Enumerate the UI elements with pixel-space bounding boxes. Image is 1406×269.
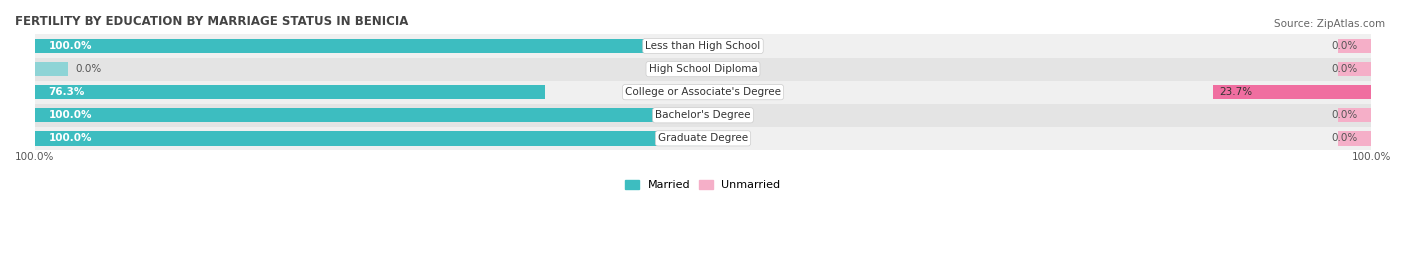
Bar [1212,85,1371,99]
Text: 23.7%: 23.7% [1219,87,1253,97]
Legend: Married, Unmarried: Married, Unmarried [621,176,785,195]
Text: 100.0%: 100.0% [48,110,91,120]
Bar [1337,131,1371,146]
Bar [35,85,544,99]
Text: Source: ZipAtlas.com: Source: ZipAtlas.com [1274,19,1385,29]
Text: Less than High School: Less than High School [645,41,761,51]
Bar [35,39,703,53]
Text: 100.0%: 100.0% [48,41,91,51]
Bar [1337,62,1371,76]
Bar [35,127,1371,150]
Bar [35,108,703,122]
Text: 100.0%: 100.0% [1351,152,1391,162]
Text: 0.0%: 0.0% [1331,64,1357,74]
Text: 0.0%: 0.0% [1331,41,1357,51]
Bar [1337,39,1371,53]
Bar [1337,108,1371,122]
Text: FERTILITY BY EDUCATION BY MARRIAGE STATUS IN BENICIA: FERTILITY BY EDUCATION BY MARRIAGE STATU… [15,15,408,28]
Text: College or Associate's Degree: College or Associate's Degree [626,87,780,97]
Bar [35,62,69,76]
Text: 76.3%: 76.3% [48,87,84,97]
Text: 0.0%: 0.0% [75,64,101,74]
Text: 100.0%: 100.0% [15,152,55,162]
Bar [35,81,1371,104]
Text: 0.0%: 0.0% [1331,133,1357,143]
Bar [35,34,1371,58]
Text: Bachelor's Degree: Bachelor's Degree [655,110,751,120]
Text: 0.0%: 0.0% [1331,110,1357,120]
Bar [35,104,1371,127]
Text: Graduate Degree: Graduate Degree [658,133,748,143]
Text: High School Diploma: High School Diploma [648,64,758,74]
Bar [35,131,703,146]
Text: 100.0%: 100.0% [48,133,91,143]
Bar [35,58,1371,81]
